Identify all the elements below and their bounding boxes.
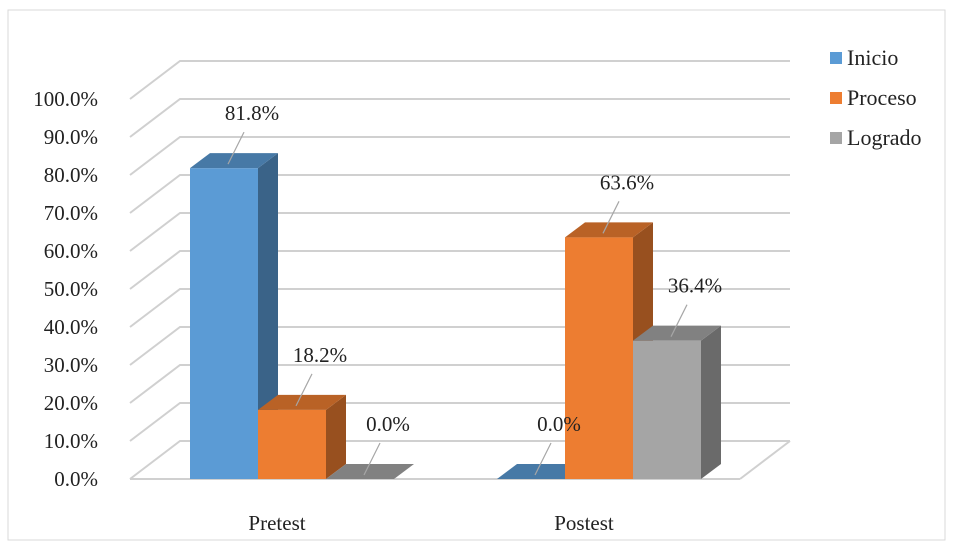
- bar-front-face: [565, 237, 633, 479]
- category-label: Pretest: [248, 511, 305, 535]
- gridline: [129, 60, 790, 100]
- data-label: 0.0%: [537, 412, 581, 436]
- y-tick-label: 90.0%: [44, 125, 98, 149]
- bar-top-face: [258, 394, 346, 410]
- legend-swatch: [830, 92, 842, 104]
- bar: [258, 394, 346, 479]
- gridline: [129, 98, 790, 138]
- legend: Inicio Proceso Logrado: [830, 45, 922, 150]
- legend-swatch: [830, 52, 842, 64]
- data-label-leader: [534, 442, 552, 476]
- y-tick-label: 100.0%: [33, 87, 98, 111]
- data-label-leader: [363, 442, 381, 476]
- x-axis-category-labels: Pretest Postest: [248, 511, 613, 535]
- bar-side-face: [326, 394, 346, 479]
- data-label-leader: [227, 131, 245, 165]
- bars: [190, 153, 721, 479]
- legend-label: Proceso: [847, 85, 917, 110]
- bar-top-face: [190, 153, 278, 169]
- category-label: Postest: [554, 511, 614, 535]
- y-tick-label: 70.0%: [44, 201, 98, 225]
- bar-front-face: [633, 340, 701, 479]
- bar-top-face: [326, 464, 414, 479]
- y-tick-label: 20.0%: [44, 391, 98, 415]
- data-label-leader: [670, 304, 688, 337]
- bar-front-face: [190, 168, 258, 479]
- y-tick-label: 30.0%: [44, 353, 98, 377]
- data-label: 18.2%: [293, 343, 347, 367]
- legend-label: Logrado: [847, 125, 922, 150]
- gridline: [129, 212, 790, 252]
- bar-top-face: [633, 325, 721, 341]
- data-label: 0.0%: [366, 412, 410, 436]
- data-label: 81.8%: [225, 101, 279, 125]
- bar: [633, 325, 721, 479]
- bar: [326, 464, 414, 479]
- bar: [497, 464, 585, 479]
- data-label-leader: [602, 201, 620, 234]
- y-axis-tick-labels: 0.0% 10.0% 20.0% 30.0% 40.0% 50.0% 60.0% 70.0% 8…: [33, 87, 98, 491]
- y-tick-label: 50.0%: [44, 277, 98, 301]
- bar-top-face: [565, 222, 653, 238]
- legend-swatch: [830, 132, 842, 144]
- bar-side-face: [258, 153, 278, 479]
- bar-front-face: [258, 409, 326, 479]
- data-label: 63.6%: [600, 170, 654, 194]
- bar-side-face: [701, 325, 721, 479]
- gridline: [129, 174, 790, 214]
- bar-top-face: [497, 464, 585, 479]
- data-label: 36.4%: [668, 274, 722, 298]
- y-tick-label: 60.0%: [44, 239, 98, 263]
- floor-right-edge: [739, 440, 791, 480]
- data-label-leader: [295, 373, 313, 407]
- bar: [190, 153, 278, 479]
- data-labels: 81.8% 18.2% 0.0% 0.0% 63.6% 36.4%: [225, 101, 722, 476]
- y-tick-label: 80.0%: [44, 163, 98, 187]
- y-tick-label: 0.0%: [54, 467, 98, 491]
- y-tick-label: 10.0%: [44, 429, 98, 453]
- y-tick-label: 40.0%: [44, 315, 98, 339]
- legend-label: Inicio: [847, 45, 898, 70]
- gridline: [129, 136, 790, 176]
